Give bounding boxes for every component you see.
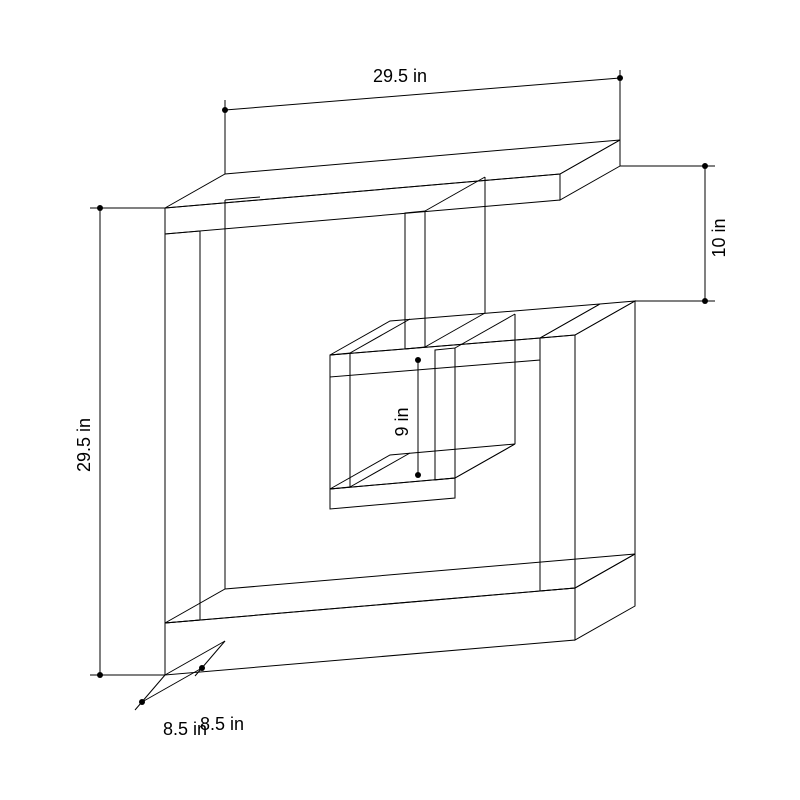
dim-inner-label: 9 in bbox=[392, 407, 412, 436]
dim-gap-right: 10 in bbox=[620, 163, 729, 304]
dim-height-left: 29.5 in bbox=[74, 205, 165, 678]
dim-width-top: 29.5 in bbox=[222, 66, 623, 174]
tech-drawing: 29.5 in 29.5 in 8.5 in 8.5 in 10 in 9 in bbox=[0, 0, 800, 800]
dim-gap-right-label: 10 in bbox=[709, 218, 729, 257]
dim-width-top-label: 29.5 in bbox=[373, 66, 427, 86]
dim-height-left-label: 29.5 in bbox=[74, 418, 94, 472]
dim-depth-label-2: 8.5 in bbox=[163, 719, 207, 739]
dim-inner: 9 in bbox=[392, 357, 421, 478]
